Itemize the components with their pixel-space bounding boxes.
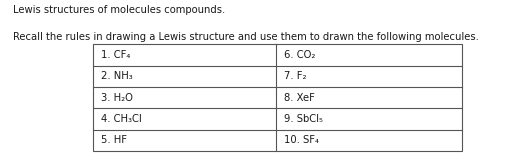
- Text: 1. CF₄: 1. CF₄: [101, 50, 130, 60]
- Text: 10. SF₄: 10. SF₄: [284, 135, 319, 145]
- Text: 4. CH₃Cl: 4. CH₃Cl: [101, 114, 142, 124]
- Text: Recall the rules in drawing a Lewis structure and use them to drawn the followin: Recall the rules in drawing a Lewis stru…: [13, 32, 479, 42]
- Text: 9. SbCl₅: 9. SbCl₅: [284, 114, 323, 124]
- Text: 2. NH₃: 2. NH₃: [101, 71, 133, 81]
- Text: 8. XeF: 8. XeF: [284, 93, 315, 103]
- Text: 5. HF: 5. HF: [101, 135, 127, 145]
- Text: Lewis structures of molecules compounds.: Lewis structures of molecules compounds.: [13, 5, 226, 15]
- Text: 7. F₂: 7. F₂: [284, 71, 306, 81]
- Bar: [93, 44, 462, 151]
- Text: 6. CO₂: 6. CO₂: [284, 50, 315, 60]
- Text: 3. H₂O: 3. H₂O: [101, 93, 133, 103]
